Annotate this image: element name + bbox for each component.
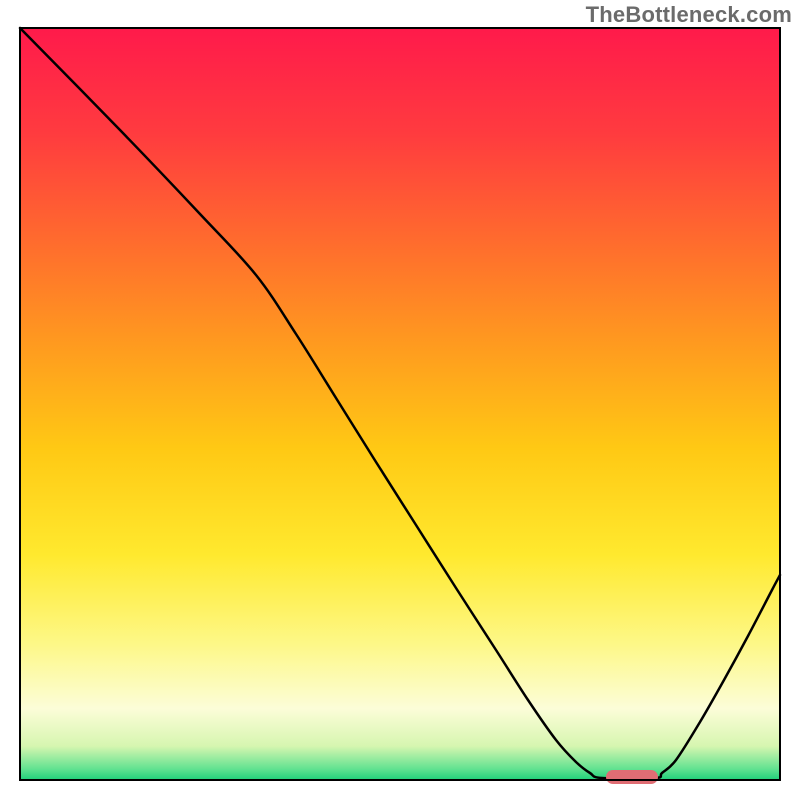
watermark-text: TheBottleneck.com [586,2,792,28]
plot-background [20,28,780,780]
chart-container: TheBottleneck.com [0,0,800,800]
bottleneck-chart [0,0,800,800]
optimal-marker [606,770,658,784]
